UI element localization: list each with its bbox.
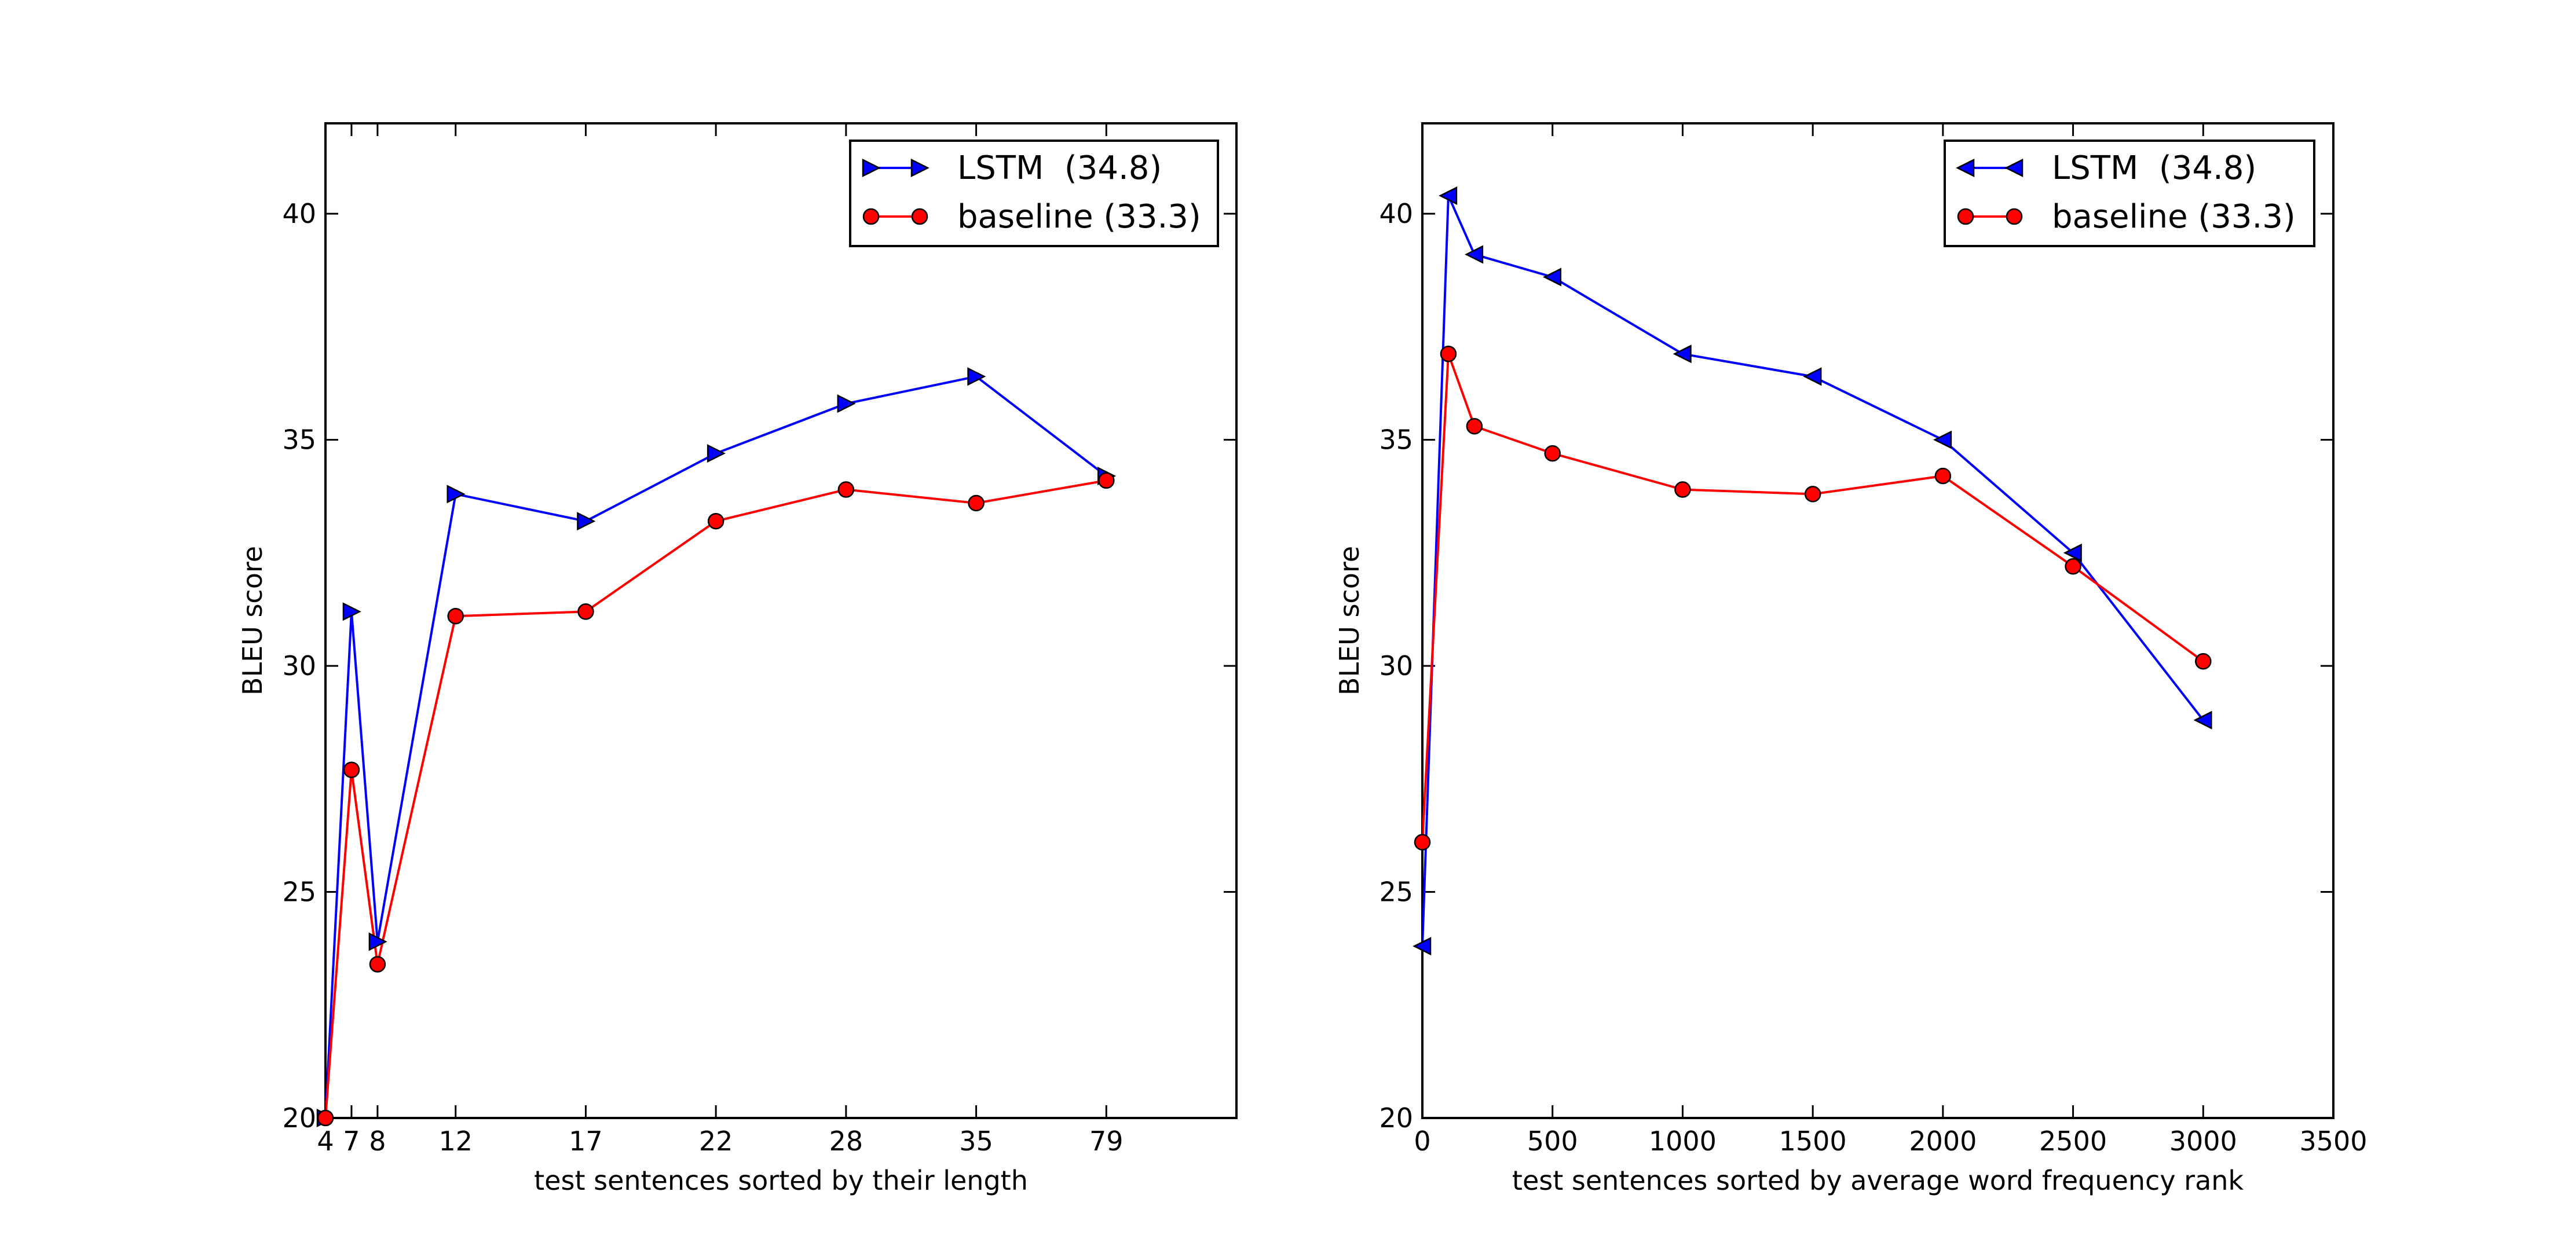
x-tick-label: 1000 [1649, 1126, 1717, 1157]
y-tick-label: 20 [1379, 1102, 1413, 1134]
series-0-point [2063, 543, 2082, 562]
y-tick-label: 40 [1379, 198, 1413, 229]
series-line-0 [1422, 195, 2204, 947]
series-0-point [967, 367, 986, 386]
x-tick-label: 12 [438, 1126, 473, 1157]
plot-area [1422, 195, 2204, 947]
series-1-point [837, 481, 855, 498]
x-tick-label: 28 [829, 1126, 863, 1157]
y-axis-label: BLEU score [237, 546, 268, 695]
legend-marker-0 [862, 158, 881, 178]
series-1-point [1674, 481, 1691, 498]
series-0-point [707, 444, 726, 463]
x-tick-label: 17 [569, 1126, 603, 1157]
legend-frame [1944, 140, 2315, 247]
series-1-point [1098, 472, 1115, 489]
legend-label-0: LSTM (34.8) [2052, 149, 2256, 187]
x-tick-label: 22 [699, 1126, 733, 1157]
x-tick-label: 1500 [1779, 1126, 1847, 1157]
series-1-point [2195, 653, 2212, 670]
series-1-point [1414, 834, 1431, 851]
x-tick-label: 3000 [2169, 1126, 2237, 1157]
legend-marker-1 [2006, 208, 2023, 225]
series-0-point [837, 394, 856, 413]
series-0-point [2193, 710, 2212, 730]
series-0-point [342, 602, 361, 621]
series-1-point [968, 494, 985, 512]
series-0-point [1673, 344, 1692, 364]
legend: LSTM (34.8) baseline (33.3) [1944, 140, 2315, 247]
series-0-point [1439, 186, 1458, 205]
series-1-point [1804, 486, 1821, 503]
legend-marker-0 [2004, 158, 2024, 178]
legend-marker-1 [1957, 208, 1974, 225]
y-tick-label: 20 [282, 1102, 316, 1134]
series-1-point [707, 512, 724, 530]
right-chart: 20 25 30 35 40 0 500 1000 1500 2000 2500 3000 3500 te… [1334, 122, 2368, 1196]
x-tick-label: 4 [317, 1126, 334, 1157]
series-1-point [1440, 346, 1457, 362]
series-1-point [447, 607, 464, 625]
series-1-point [317, 1109, 334, 1127]
series-1-point [577, 603, 594, 620]
series-1-point [369, 956, 386, 973]
plot-frame [1421, 122, 2334, 1119]
x-tick-label: 0 [1414, 1126, 1430, 1157]
x-tick-label: 2000 [1909, 1126, 1977, 1157]
series-0-point [368, 932, 387, 951]
plot-frame [324, 122, 1238, 1119]
legend-frame [849, 140, 1219, 247]
y-axis-label: BLEU score [1334, 546, 1365, 695]
legend: LSTM (34.8) baseline (33.3) [849, 140, 1219, 247]
legend-marker-0 [1956, 158, 1975, 178]
legend-marker-0 [910, 158, 930, 178]
series-0-point [1933, 430, 1952, 449]
legend-label-1: baseline (33.3) [2052, 198, 2296, 236]
left-chart: 20 25 30 35 40 4 7 8 12 17 22 28 35 79 test sentences … [237, 122, 1238, 1196]
y-tick-label: 30 [282, 650, 316, 681]
x-tick-label: 79 [1089, 1126, 1124, 1157]
x-tick-label: 35 [959, 1126, 993, 1157]
legend-label-1: baseline (33.3) [957, 198, 1201, 236]
plot-area [325, 375, 1107, 1118]
series-0-point [1803, 367, 1822, 386]
series-0-point [577, 512, 596, 531]
series-1-point [343, 761, 360, 778]
x-tick-label: 8 [369, 1126, 386, 1157]
series-line-1 [1422, 353, 2204, 842]
series-0-point [1465, 245, 1484, 264]
y-tick-label: 35 [282, 424, 316, 456]
series-0-point [1413, 937, 1432, 956]
y-tick-label: 40 [282, 198, 316, 229]
x-tick-label: 7 [343, 1126, 360, 1157]
series-0-point [447, 485, 466, 504]
y-tick-label: 25 [1379, 877, 1413, 908]
legend-label-0: LSTM (34.8) [957, 149, 1162, 187]
x-axis-label: test sentences sorted by their length [534, 1165, 1028, 1196]
y-tick-label: 35 [1379, 424, 1413, 456]
y-tick-label: 25 [282, 877, 316, 908]
series-1-point [1934, 467, 1952, 485]
series-1-point [1466, 417, 1483, 435]
y-tick-label: 30 [1379, 650, 1413, 681]
x-tick-label: 500 [1527, 1126, 1578, 1157]
series-0-point [1542, 267, 1561, 287]
series-line-0 [325, 375, 1107, 1118]
x-tick-label: 3500 [2299, 1126, 2367, 1157]
series-line-1 [325, 479, 1107, 1118]
x-tick-label: 2500 [2039, 1126, 2107, 1157]
legend-marker-1 [911, 208, 928, 225]
legend-marker-1 [862, 208, 880, 225]
series-1-point [2065, 558, 2081, 575]
x-axis-label: test sentences sorted by average word fr… [1512, 1165, 2244, 1196]
series-1-point [1544, 445, 1561, 462]
